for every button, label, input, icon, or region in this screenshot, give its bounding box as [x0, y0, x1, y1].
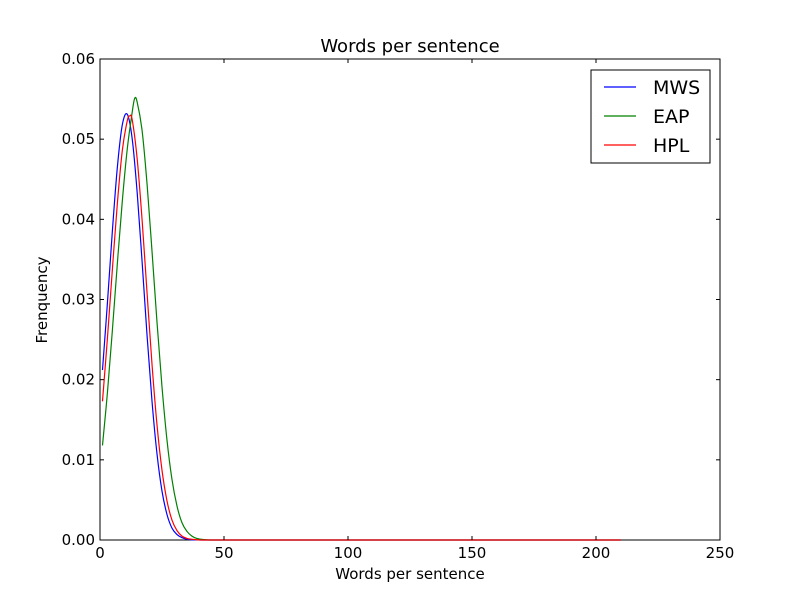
legend-label-mws: MWS: [653, 77, 700, 99]
axis-ticks: [99, 58, 721, 541]
x-tick-label: 100: [334, 544, 363, 562]
y-tick-labels: 0.00 0.01 0.02 0.03 0.04 0.05 0.06: [62, 50, 95, 549]
y-tick-label: 0.02: [62, 371, 95, 389]
legend-label-eap: EAP: [653, 106, 689, 128]
y-tick-label: 0.00: [62, 531, 95, 549]
y-tick-label: 0.01: [62, 451, 95, 469]
y-tick-label: 0.05: [62, 130, 95, 148]
y-tick-label: 0.03: [62, 291, 95, 309]
x-tick-labels: 0 50 100 150 200 250: [95, 544, 734, 562]
y-axis-label: Frenquency: [33, 256, 51, 343]
chart-title: Words per sentence: [320, 36, 499, 57]
x-tick-label: 200: [582, 544, 611, 562]
x-axis-label: Words per sentence: [335, 565, 484, 583]
series-line-hpl: [101, 114, 621, 541]
y-tick-label: 0.04: [62, 210, 95, 228]
y-tick-label: 0.06: [62, 50, 95, 68]
x-tick-label: 150: [458, 544, 487, 562]
series-lines: [101, 96, 621, 541]
x-tick-label: 50: [214, 544, 233, 562]
legend-label-hpl: HPL: [653, 135, 690, 157]
x-tick-label: 0: [95, 544, 105, 562]
x-tick-label: 250: [706, 544, 735, 562]
legend: MWS EAP HPL: [590, 69, 711, 164]
